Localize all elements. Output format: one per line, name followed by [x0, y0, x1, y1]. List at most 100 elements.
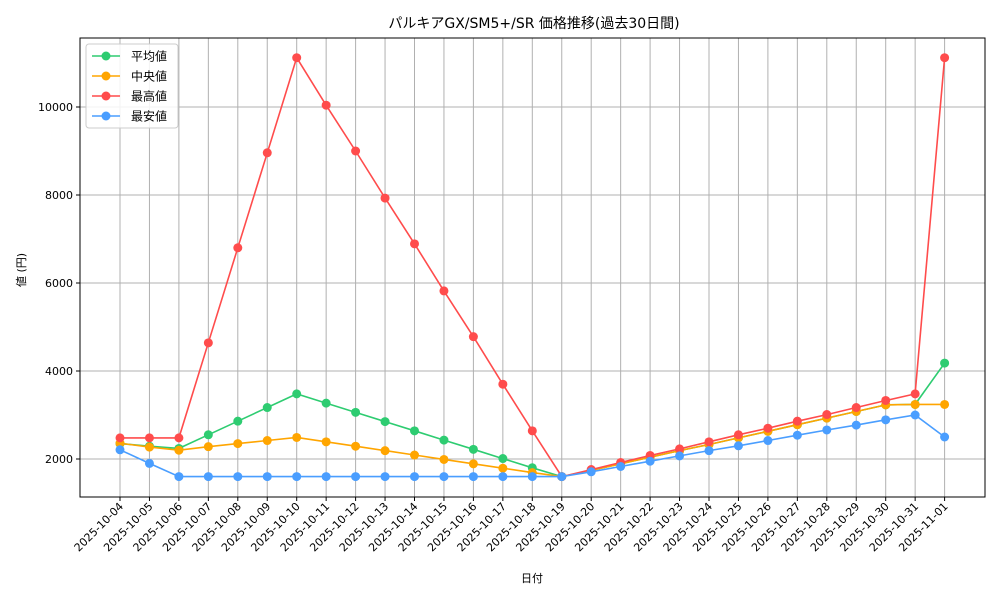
data-point	[321, 398, 331, 408]
legend-item: 平均値	[92, 49, 167, 64]
data-point	[115, 433, 125, 443]
data-point	[321, 472, 331, 482]
data-point	[940, 358, 950, 368]
data-point	[910, 389, 920, 399]
legend-marker	[101, 111, 111, 121]
legend-label: 中央値	[131, 69, 167, 84]
grid-lines	[80, 38, 985, 497]
data-point	[410, 426, 419, 436]
data-point	[763, 436, 773, 446]
data-point	[822, 410, 832, 420]
data-point	[203, 442, 213, 452]
data-point	[380, 193, 390, 203]
data-point	[704, 437, 714, 447]
data-point	[380, 472, 390, 482]
data-point	[910, 410, 920, 420]
legend-item: 最高値	[92, 89, 167, 104]
data-point	[733, 441, 743, 451]
data-point	[468, 332, 478, 342]
legend-marker	[101, 71, 111, 81]
legend-marker	[101, 51, 111, 61]
data-point	[233, 439, 243, 449]
data-point	[174, 433, 184, 443]
data-point	[380, 417, 390, 427]
data-point	[410, 239, 419, 249]
legend-marker	[101, 91, 111, 101]
data-point	[174, 472, 184, 482]
data-point	[881, 415, 891, 425]
data-point	[527, 472, 537, 482]
legend-label: 最安値	[131, 109, 167, 124]
data-point	[292, 472, 302, 482]
data-point	[822, 425, 832, 435]
y-tick-label: 8000	[45, 189, 73, 202]
data-point	[468, 472, 478, 482]
data-point	[792, 430, 802, 440]
data-point	[557, 472, 567, 482]
y-tick-label: 10000	[38, 101, 73, 114]
data-point	[468, 459, 478, 469]
data-point	[733, 430, 743, 440]
data-point	[380, 446, 390, 456]
data-point	[321, 437, 331, 447]
series-3	[115, 53, 950, 482]
data-point	[174, 445, 184, 455]
data-point	[144, 458, 154, 468]
data-point	[439, 286, 449, 296]
data-point	[763, 423, 773, 433]
legend-label: 平均値	[131, 49, 167, 64]
data-point	[940, 53, 950, 63]
data-point	[292, 53, 302, 63]
y-tick-label: 4000	[45, 365, 73, 378]
data-point	[439, 472, 449, 482]
data-point	[233, 472, 243, 482]
data-point	[233, 416, 243, 426]
data-series	[115, 53, 950, 482]
data-point	[498, 463, 508, 473]
data-point	[439, 435, 449, 445]
data-point	[910, 399, 920, 409]
chart-title: パルキアGX/SM5+/SR 価格推移(過去30日間)	[388, 16, 679, 32]
y-axis-ticks: 2000 4000 6000 8000 10000	[38, 101, 80, 466]
data-point	[616, 461, 626, 471]
legend-item: 最安値	[92, 109, 167, 124]
data-point	[792, 416, 802, 426]
x-axis-label: 日付	[521, 572, 543, 585]
data-point	[262, 148, 272, 158]
data-point	[498, 472, 508, 482]
data-point	[144, 442, 154, 452]
data-point	[410, 472, 419, 482]
y-axis-label: 値 (円)	[15, 253, 28, 287]
data-point	[645, 456, 655, 466]
data-point	[292, 389, 302, 399]
data-point	[940, 432, 950, 442]
data-point	[675, 444, 685, 454]
data-point	[704, 446, 714, 456]
data-point	[351, 472, 361, 482]
data-point	[468, 444, 478, 454]
data-point	[321, 100, 331, 110]
data-point	[262, 403, 272, 413]
legend-label: 最高値	[131, 89, 167, 104]
data-point	[675, 451, 685, 461]
data-point	[410, 450, 419, 460]
data-point	[292, 432, 302, 442]
data-point	[115, 445, 125, 455]
data-point	[203, 338, 213, 348]
data-point	[881, 395, 891, 405]
data-point	[851, 420, 861, 430]
data-point	[851, 403, 861, 413]
data-point	[262, 472, 272, 482]
data-point	[498, 454, 508, 464]
data-point	[527, 426, 537, 436]
data-point	[586, 467, 596, 477]
data-point	[351, 407, 361, 417]
data-point	[351, 441, 361, 451]
data-point	[351, 146, 361, 156]
data-point	[233, 243, 243, 253]
data-point	[144, 433, 154, 443]
data-point	[203, 430, 213, 440]
y-tick-label: 6000	[45, 277, 73, 290]
